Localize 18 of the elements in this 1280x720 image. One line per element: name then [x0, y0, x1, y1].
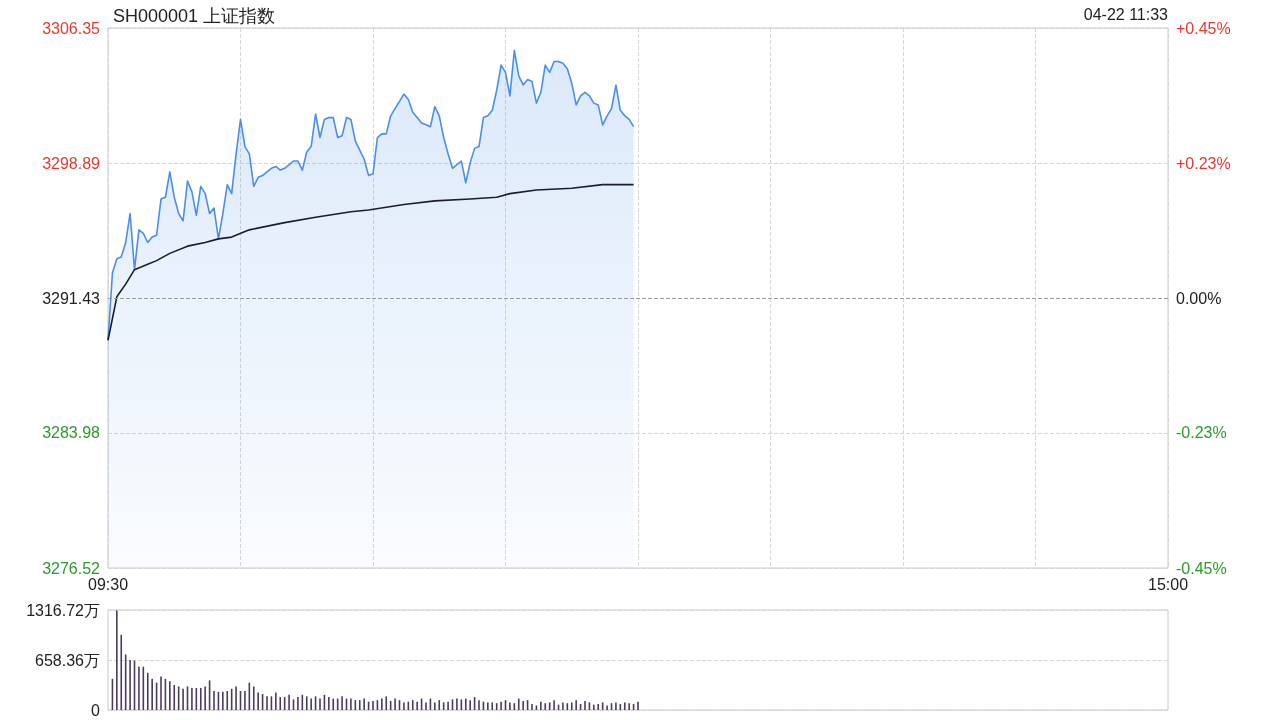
line-series — [107, 183, 635, 342]
y2-tick-label: -0.23% — [1176, 424, 1227, 442]
y-tick-label: 3306.35 — [42, 19, 101, 37]
x-tick-label: 15:00 — [1147, 575, 1189, 593]
y-tick-label: 3298.89 — [42, 154, 101, 172]
chart-title: SH000001 上证指数 — [113, 6, 276, 26]
y-tick-label: 1316.72万 — [26, 601, 100, 619]
y-tick-label: 3276.52 — [42, 559, 101, 577]
y2-tick-label: 0.00% — [1176, 289, 1222, 307]
y-tick-label: 0 — [91, 701, 101, 719]
y2-tick-label: -0.45% — [1176, 559, 1227, 577]
y-tick-label: 658.36万 — [35, 651, 100, 669]
y2-tick-label: +0.45% — [1176, 19, 1231, 37]
x-tick-label: 09:30 — [87, 575, 129, 593]
y2-tick-label: +0.23% — [1176, 154, 1231, 172]
y-tick-label: 3283.98 — [42, 424, 101, 442]
y-tick-label: 3291.43 — [42, 289, 101, 307]
text: 04-22 11:33 — [1083, 5, 1169, 23]
